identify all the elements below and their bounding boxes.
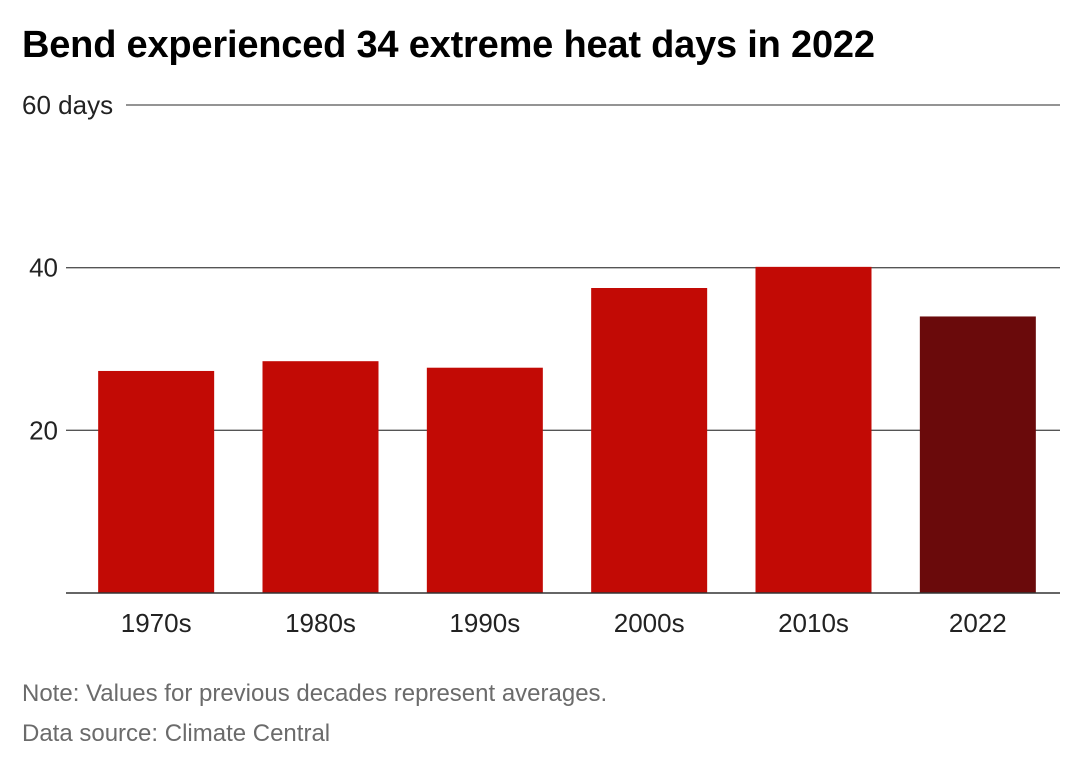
data-source: Data source: Climate Central	[22, 720, 331, 747]
bars	[98, 266, 1036, 593]
y-tick-label: 40	[29, 253, 58, 283]
x-tick-label: 2022	[949, 608, 1007, 638]
x-tick-label: 2000s	[614, 608, 685, 638]
x-tick-label: 2010s	[778, 608, 849, 638]
bar-1970s	[98, 370, 215, 593]
y-axis-labels: 20 40 60 days	[22, 90, 113, 445]
x-tick-label: 1980s	[285, 608, 356, 638]
bar-2010s	[755, 266, 872, 593]
bar-2000s	[591, 288, 708, 593]
chart-title: Bend experienced 34 extreme heat days in…	[22, 24, 875, 66]
x-axis-labels: 1970s 1980s 1990s 2000s 2010s 2022	[121, 608, 1007, 638]
bar-chart: 20 40 60 days 1970s 1980s 1990s 2000s 2010s 202…	[22, 90, 1060, 638]
gridlines	[66, 104, 1060, 431]
y-tick-label: 60 days	[22, 90, 113, 120]
x-tick-label: 1990s	[449, 608, 520, 638]
bar-1990s	[426, 367, 543, 593]
y-tick-label: 20	[29, 415, 58, 445]
bar-1980s	[262, 361, 379, 593]
x-tick-label: 1970s	[121, 608, 192, 638]
chart-note: Note: Values for previous decades repres…	[22, 680, 608, 707]
bar-2022	[919, 316, 1036, 593]
